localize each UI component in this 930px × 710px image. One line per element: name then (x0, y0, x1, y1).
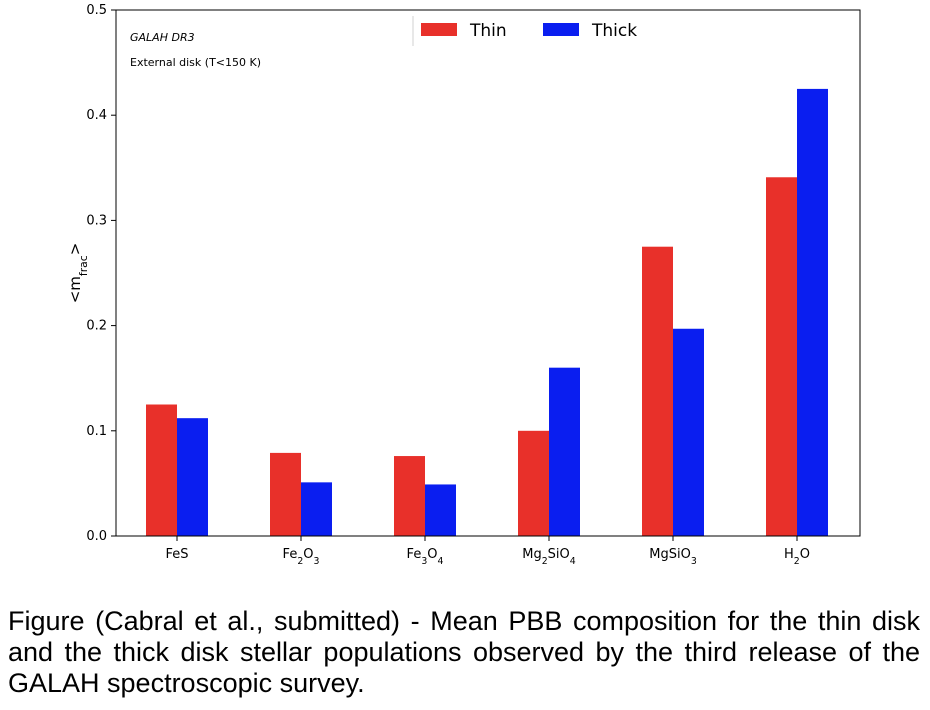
x-tick-label: FeS (165, 547, 188, 562)
x-tick-label: MgSiO3 (649, 547, 697, 567)
bar-thin-mgsio3 (642, 246, 673, 536)
legend-swatch-thin (421, 23, 457, 36)
bar-thick-h2o (797, 88, 828, 537)
y-tick-label: 0.0 (86, 529, 107, 544)
bar-thick-mgsio3 (673, 328, 704, 536)
bar-thin-fes (146, 404, 177, 536)
bars-group (146, 88, 828, 537)
y-axis-label: <mfrac> (66, 243, 90, 304)
bar-thin-fe2o3 (270, 452, 301, 536)
bar-thin-fe3o4 (394, 456, 425, 536)
legend-swatch-thick (543, 23, 579, 36)
figure-caption: Figure (Cabral et al., submitted) - Mean… (8, 606, 920, 698)
bar-thick-fe2o3 (301, 482, 332, 536)
bar-thin-h2o (766, 177, 797, 536)
legend-label-thick: Thick (591, 21, 637, 41)
x-tick-label: Mg2SiO4 (522, 547, 576, 567)
annotation-dataset: GALAH DR3 (130, 31, 195, 44)
bar-thick-fes (177, 418, 208, 536)
y-tick-label: 0.2 (86, 319, 107, 334)
x-tick-label: Fe2O3 (283, 547, 320, 567)
legend: Thin Thick (412, 16, 637, 46)
plot-frame (115, 9, 861, 537)
y-tick-label: 0.4 (86, 108, 107, 123)
x-tick-label: H2O (784, 547, 810, 567)
x-axis: FeS Fe2O3 Fe3O4 Mg2SiO4 MgSiO3 H2O (165, 536, 810, 567)
x-tick-label: Fe3O4 (407, 547, 444, 567)
bar-thin-mg2sio4 (518, 430, 549, 536)
y-tick-label: 0.3 (86, 213, 107, 228)
annotation-region: External disk (T<150 K) (130, 56, 261, 69)
legend-label-thin: Thin (469, 21, 507, 41)
bar-thick-mg2sio4 (549, 367, 580, 536)
y-tick-label: 0.5 (86, 3, 107, 18)
y-tick-label: 0.1 (86, 424, 107, 439)
y-axis: 0.0 0.1 0.2 0.3 0.4 0.5 (86, 3, 116, 544)
bar-thick-fe3o4 (425, 484, 456, 536)
bar-chart: 0.0 0.1 0.2 0.3 0.4 0.5 FeS Fe2O3 Fe3O4 Mg2SiO4 M… (66, 3, 861, 567)
